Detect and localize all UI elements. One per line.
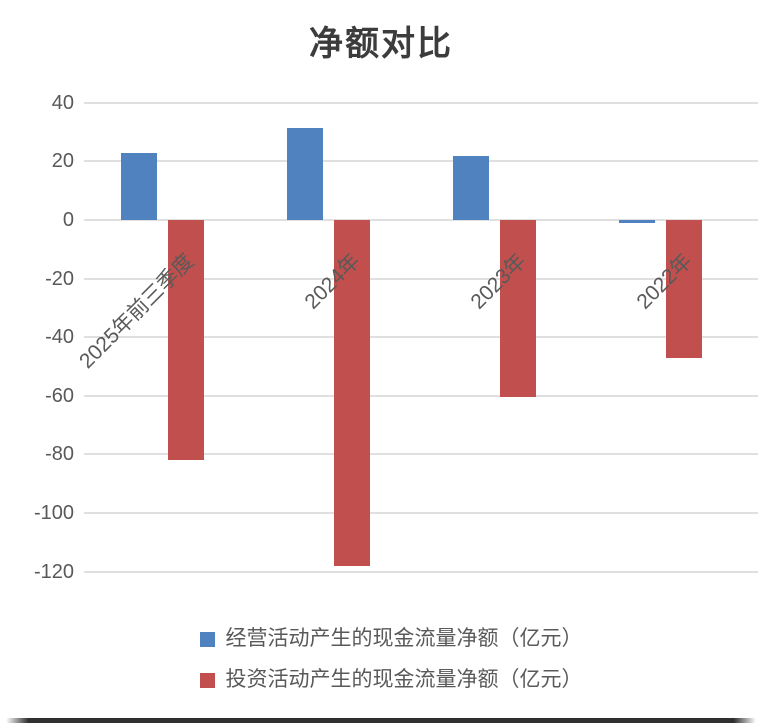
gridline bbox=[84, 453, 758, 456]
legend-swatch bbox=[199, 631, 215, 647]
gridline bbox=[84, 512, 758, 514]
bar-investing-cashflow bbox=[666, 220, 702, 358]
bar-operating-cashflow bbox=[121, 152, 157, 220]
y-axis-tick-label: -120 bbox=[33, 560, 74, 583]
bar-investing-cashflow bbox=[334, 220, 370, 566]
y-axis-tick-label: -20 bbox=[45, 267, 74, 290]
gridline bbox=[84, 336, 758, 339]
y-axis-tick-label: -80 bbox=[45, 443, 74, 466]
gridline bbox=[84, 101, 758, 104]
legend: 经营活动产生的现金流量净额（亿元） 投资活动产生的现金流量净额（亿元） bbox=[10, 626, 762, 693]
y-axis-tick-label: -60 bbox=[45, 384, 74, 407]
gridline bbox=[84, 394, 758, 397]
y-axis-tick-label: 20 bbox=[51, 150, 74, 173]
bar-operating-cashflow bbox=[453, 155, 489, 220]
y-axis-tick-label: 0 bbox=[62, 209, 74, 231]
legend-label: 投资活动产生的现金流量净额（亿元） bbox=[225, 668, 583, 691]
bottom-divider-line bbox=[6, 718, 756, 723]
gridline bbox=[84, 160, 758, 163]
bar-operating-cashflow bbox=[287, 127, 323, 220]
gridline bbox=[84, 219, 758, 221]
bar-investing-cashflow bbox=[500, 220, 536, 398]
legend-swatch bbox=[199, 672, 215, 688]
bar-investing-cashflow bbox=[168, 220, 204, 461]
y-axis-tick-label: -40 bbox=[45, 326, 74, 349]
y-axis-tick-label: -100 bbox=[33, 502, 74, 524]
y-axis-tick-label: 40 bbox=[51, 91, 74, 114]
legend-item-investing: 投资活动产生的现金流量净额（亿元） bbox=[199, 667, 583, 693]
chart-title: 净额对比 bbox=[309, 26, 453, 63]
legend-item-operating: 经营活动产生的现金流量净额（亿元） bbox=[199, 626, 583, 652]
legend-label: 经营活动产生的现金流量净额（亿元） bbox=[225, 627, 583, 650]
gridline bbox=[84, 570, 758, 573]
gridline bbox=[84, 277, 758, 280]
bar-operating-cashflow bbox=[619, 220, 655, 223]
